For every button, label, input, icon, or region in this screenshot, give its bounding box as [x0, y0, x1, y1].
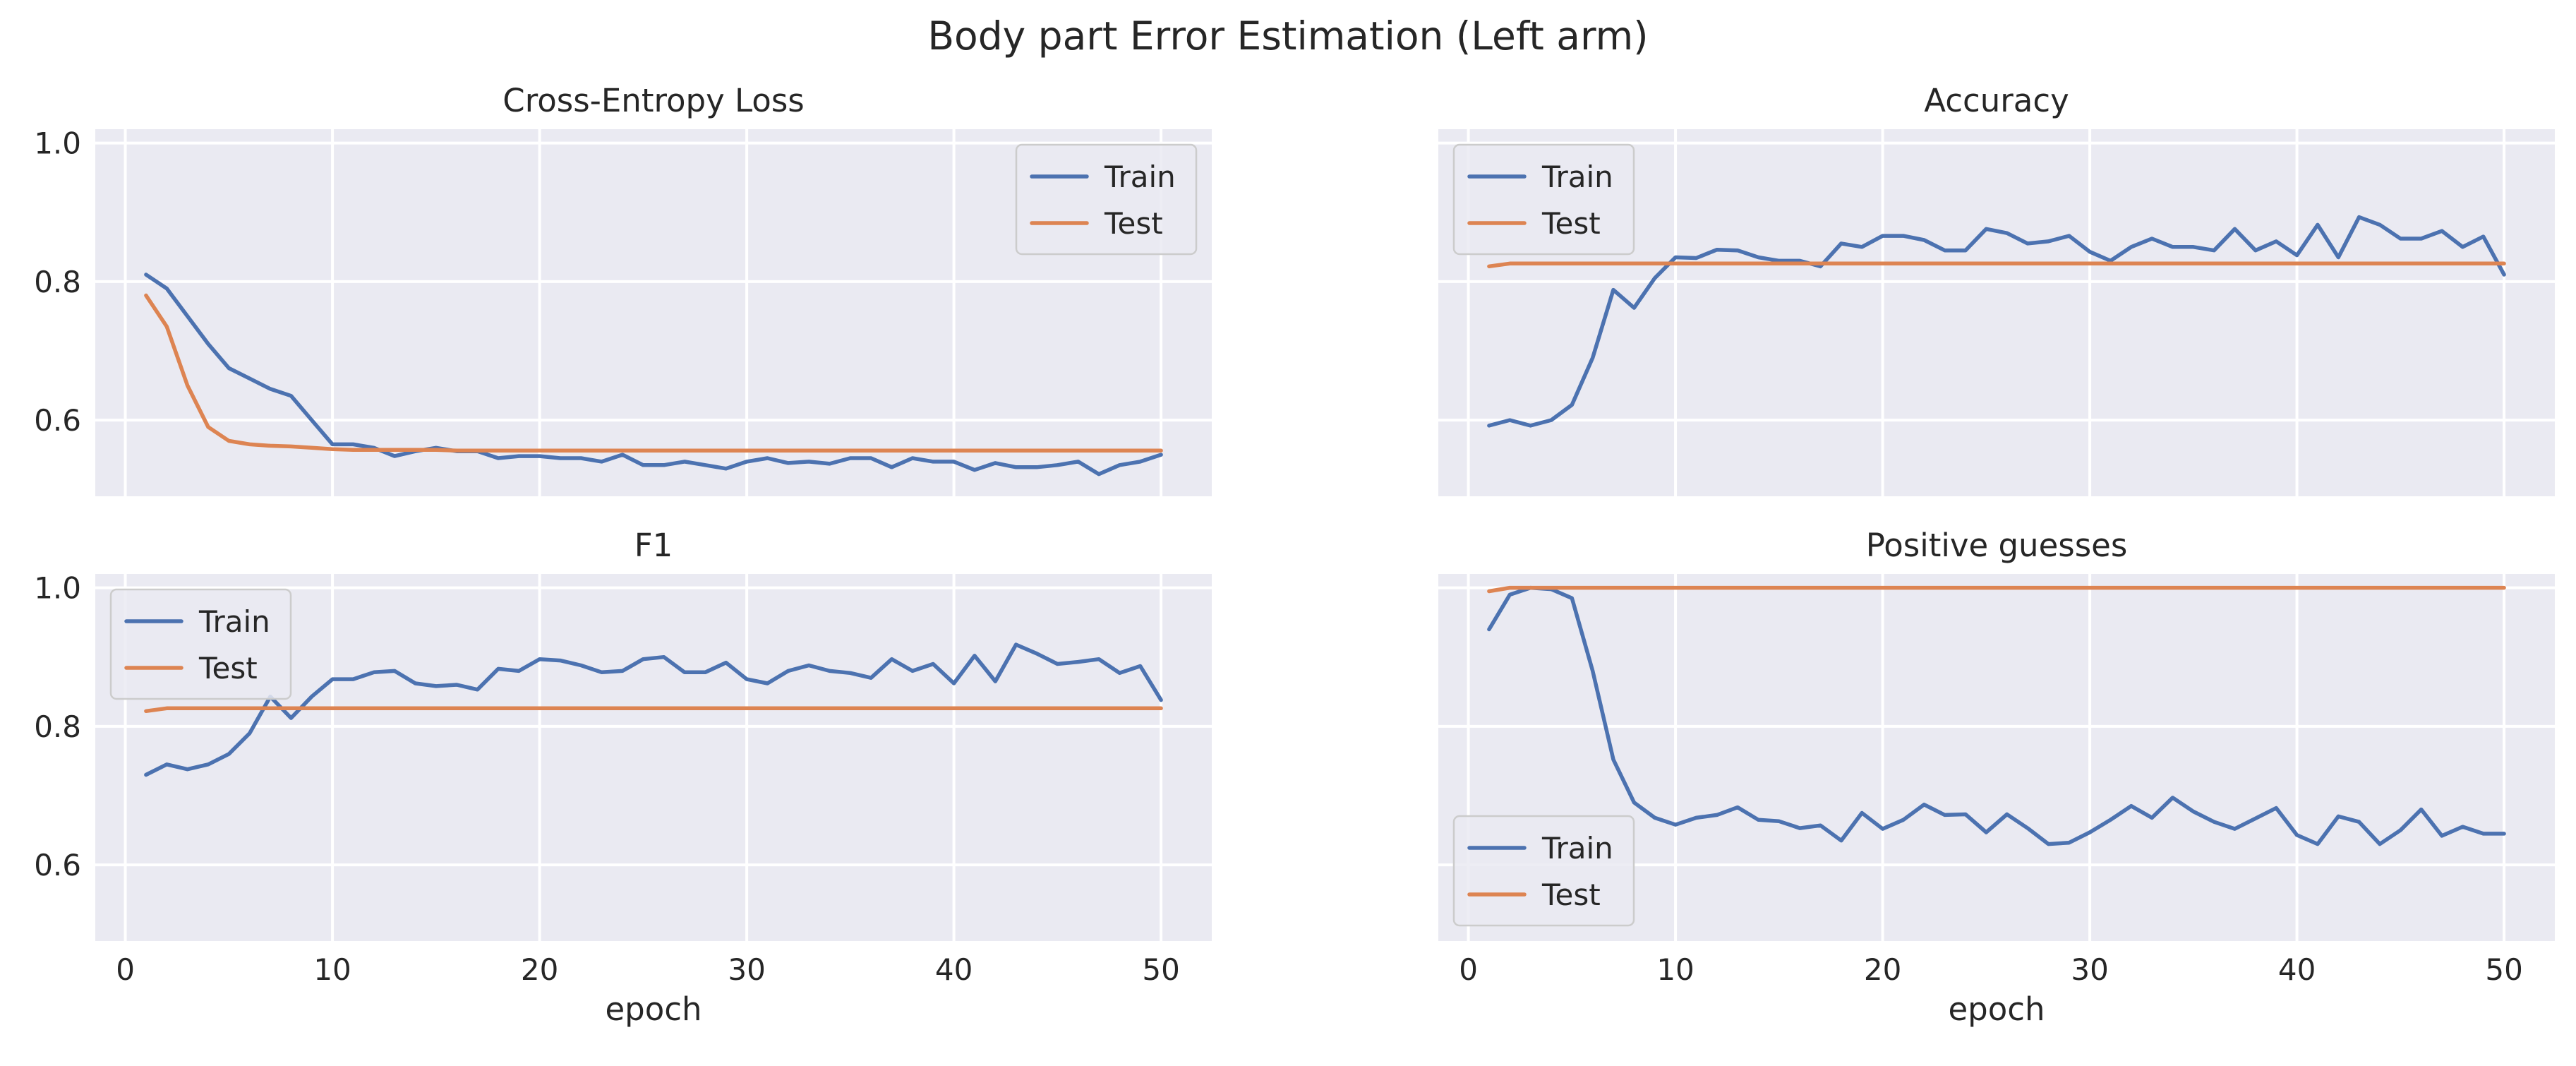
series-line-train: [1487, 585, 2506, 846]
x-tick-label: 30: [728, 952, 765, 987]
y-tick-label: 0.6: [34, 403, 81, 438]
x-axis-label: epoch: [605, 990, 702, 1028]
panel-cross-entropy-loss: Cross-Entropy Loss 0.6 0.8 1.0 Train Test: [34, 82, 1212, 496]
panel-positive-guesses: Positive guesses 0 10 20 30 40 50 epoch Train Tes…: [1438, 527, 2555, 1028]
series-line-test: [1487, 585, 2506, 594]
x-tick-label: 10: [313, 952, 351, 987]
legend-frame: [1452, 815, 1635, 927]
series-line-test: [1487, 261, 2506, 269]
legend-label-train: Train: [1541, 160, 1613, 194]
x-tick-label: 20: [1864, 952, 1901, 987]
x-tick-label: 40: [2278, 952, 2316, 987]
legend-frame: [1452, 143, 1635, 256]
legend: Train Test: [1452, 815, 1635, 927]
legend-label-train: Train: [1541, 831, 1613, 866]
y-tick-label: 1.0: [34, 571, 81, 606]
series-line-test: [144, 293, 1163, 453]
legend: Train Test: [109, 588, 292, 700]
legend-frame: [109, 588, 292, 700]
y-tick-label: 0.6: [34, 848, 81, 882]
series-line-train: [144, 273, 1163, 477]
panel-f1: F1 0.6 0.8 1.0 0 10 20 30 40 50 epoch Train Test: [34, 527, 1212, 1028]
x-tick-label: 30: [2071, 952, 2108, 987]
y-tick-label: 0.8: [34, 709, 81, 744]
x-tick-label: 50: [1142, 952, 1179, 987]
series-line-train: [144, 642, 1163, 777]
figure-suptitle: Body part Error Estimation (Left arm): [927, 13, 1648, 59]
legend-frame: [1015, 143, 1198, 256]
panel-title: Positive guesses: [1866, 527, 2128, 564]
legend: Train Test: [1452, 143, 1635, 256]
panels: Cross-Entropy Loss0.60.81.0TrainTestAccu…: [34, 82, 2555, 1028]
panel-title: F1: [634, 527, 673, 564]
series-line-test: [144, 706, 1163, 714]
x-tick-label: 50: [2485, 952, 2522, 987]
series-line-train: [1487, 215, 2506, 428]
y-tick-label: 0.8: [34, 265, 81, 299]
legend-label-train: Train: [1104, 160, 1176, 194]
x-tick-label: 40: [935, 952, 973, 987]
legend-label-test: Test: [1104, 206, 1163, 241]
legend: Train Test: [1015, 143, 1198, 256]
panel-title: Accuracy: [1924, 82, 2069, 119]
panel-accuracy: Accuracy Train Test: [1438, 82, 2555, 496]
legend-label-test: Test: [1541, 206, 1601, 241]
panel-title: Cross-Entropy Loss: [502, 82, 804, 119]
legend-label-test: Test: [1541, 878, 1601, 912]
y-tick-label: 1.0: [34, 126, 81, 161]
legend-label-train: Train: [198, 604, 270, 639]
x-axis-label: epoch: [1948, 990, 2045, 1028]
legend-label-test: Test: [198, 651, 258, 685]
x-tick-label: 10: [1656, 952, 1694, 987]
x-tick-label: 0: [116, 952, 135, 987]
x-tick-label: 20: [521, 952, 558, 987]
x-tick-label: 0: [1459, 952, 1478, 987]
